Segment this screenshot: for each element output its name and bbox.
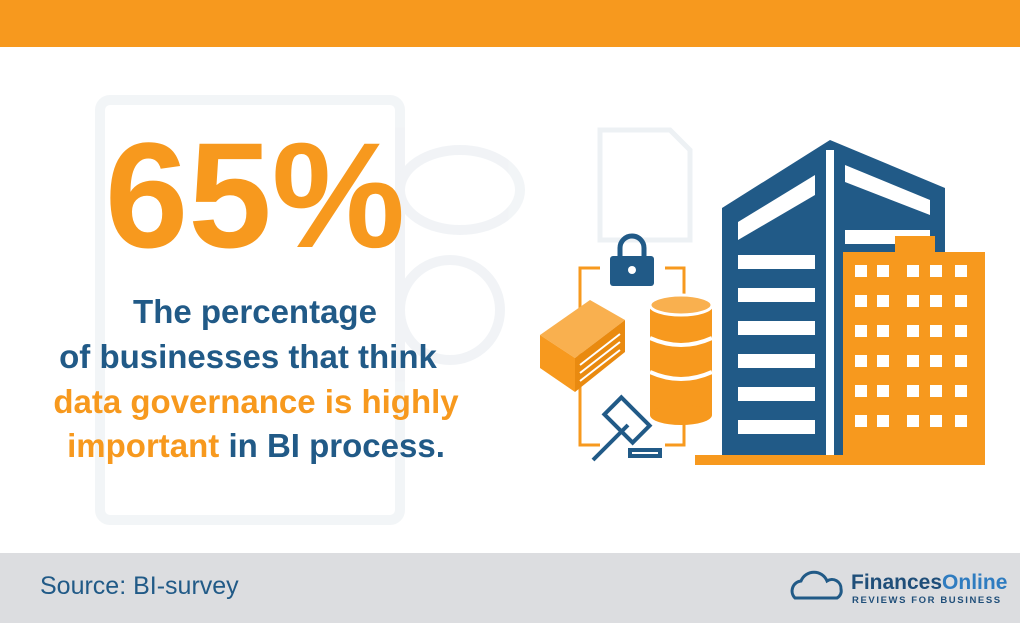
logo-name: FinancesOnline [851, 571, 1007, 594]
logo-tagline: REVIEWS FOR BUSINESS [852, 595, 1002, 606]
logo-part: Online [942, 571, 1007, 594]
book [540, 300, 625, 392]
top-bar [0, 0, 1020, 47]
gavel [591, 394, 662, 462]
orange-roof [895, 236, 935, 254]
source: Source: BI-survey [40, 572, 239, 600]
footer-bar [0, 553, 1020, 623]
stat: 65% [105, 111, 405, 279]
keyhole [628, 266, 636, 274]
logo-cloud [790, 570, 843, 600]
ground [695, 455, 985, 465]
orange-windows [855, 265, 967, 427]
logo-part: Finances [851, 571, 942, 594]
text-segment: data governance is highly [53, 383, 459, 420]
description-line: The percentage [133, 293, 377, 330]
logo: FinancesOnline REVIEWS FOR BUSINESS [790, 570, 1007, 606]
lock-shackle [617, 233, 647, 258]
description-line: of businesses that think [59, 338, 437, 375]
text-segment: important [67, 427, 219, 464]
database [648, 293, 714, 425]
background-icons [95, 95, 525, 525]
building-edge [826, 150, 834, 458]
text-segment: in BI process. [219, 427, 445, 464]
description-line: data governance is highly [53, 383, 459, 420]
text-segment: The percentage [133, 293, 377, 330]
document-icon [597, 127, 693, 243]
illustration [540, 127, 985, 465]
description: The percentage of businesses that think … [53, 293, 459, 464]
text-segment: of businesses that think [59, 338, 437, 375]
building-windows [738, 165, 930, 434]
description-line: important in BI process. [67, 427, 445, 464]
